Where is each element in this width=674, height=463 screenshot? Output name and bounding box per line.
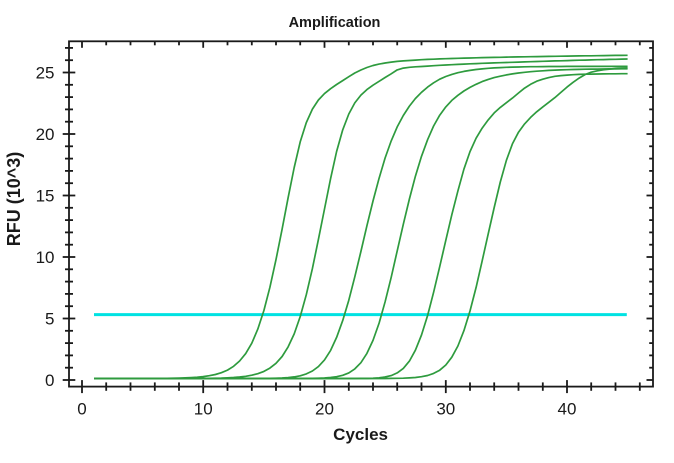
svg-text:30: 30 — [436, 399, 455, 418]
svg-text:0: 0 — [77, 399, 86, 418]
svg-text:10: 10 — [194, 399, 213, 418]
svg-text:20: 20 — [315, 399, 334, 418]
svg-text:20: 20 — [36, 125, 55, 144]
svg-text:40: 40 — [558, 399, 577, 418]
svg-text:Cycles: Cycles — [333, 425, 388, 444]
svg-text:15: 15 — [36, 187, 55, 206]
svg-text:RFU (10^3): RFU (10^3) — [4, 152, 24, 247]
svg-text:0: 0 — [45, 371, 54, 390]
svg-text:10: 10 — [36, 248, 55, 267]
svg-text:5: 5 — [45, 310, 54, 329]
svg-text:Amplification: Amplification — [289, 15, 381, 31]
svg-text:25: 25 — [36, 64, 55, 83]
